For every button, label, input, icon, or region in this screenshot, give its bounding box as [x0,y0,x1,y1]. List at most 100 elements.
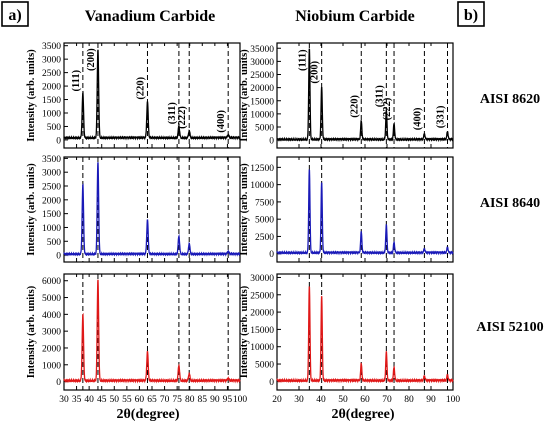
y-axis-label: Intensity (arb. units) [239,49,250,142]
panel-c0-r1: 0 500 1000 1500 2000 2500 3000 3500 Intensity (a… [26,155,241,263]
y-tick-label: 1500 [42,210,61,220]
y-axis-label: Intensity (arb. units) [26,285,37,378]
x-tick-label: 60 [135,395,145,405]
y-tick-label: 15000 [250,97,274,107]
panel-c0-r0: 0 500 1000 1500 2000 2500 3000 3500 Intensity (a… [26,42,241,149]
y-tick-label: 2000 [42,83,61,93]
x-axis-label-right: 2θ(degree) [331,407,394,422]
y-tick-label: 5000 [255,361,274,371]
x-tick-label: 80 [404,395,414,405]
y-tick-label: 25000 [250,291,274,301]
panel-c0-r2: 0 1000 2000 3000 4000 5000 6000 30 35 40 45 50 55 60 6… [26,273,248,405]
x-tick-label: 70 [160,395,170,405]
x-tick-label: 35 [72,395,82,405]
series-line [63,162,241,257]
y-tick-label: 500 [47,238,62,248]
x-axis-label-left: 2θ(degree) [116,407,179,422]
x-tick-label: 100 [233,395,248,405]
y-axis-label: Intensity (arb. units) [239,163,250,256]
x-tick-label: 85 [198,395,208,405]
series-line [276,48,454,143]
sample-label-8640: AISI 8640 [480,196,540,211]
y-tick-label: 3500 [42,42,61,52]
x-tick-label: 95 [223,395,233,405]
y-tick-label: 2500 [42,183,61,193]
y-tick-label: 0 [56,252,61,262]
x-tick-label: 60 [360,395,370,405]
column-title-niobium: Niobium Carbide [295,8,415,25]
y-tick-label: 7500 [255,198,274,208]
peak-label: (200) [310,60,321,83]
x-tick-label: 20 [272,395,282,405]
y-tick-label: 12500 [250,164,274,174]
y-axis-label: Intensity (arb. units) [26,49,37,142]
peak-label: (331) [436,105,447,128]
series-line [63,279,241,384]
y-tick-label: 35000 [250,45,274,55]
y-tick-label: 0 [269,378,274,388]
y-tick-label: 5000 [42,294,61,304]
x-tick-label: 65 [147,395,157,405]
x-tick-label: 50 [110,395,120,405]
y-tick-label: 25000 [250,71,274,81]
y-tick-label: 20000 [250,84,274,94]
x-tick-label: 50 [338,395,348,405]
peak-label: (400) [216,109,227,132]
y-tick-label: 0 [269,250,274,260]
panel-frame [276,273,454,391]
peak-label: (311) [374,85,385,108]
y-tick-label: 3000 [42,328,61,338]
y-tick-label: 20000 [250,309,274,319]
y-tick-label: 3000 [42,56,61,66]
series-line [276,169,454,256]
y-tick-label: 0 [269,137,274,147]
y-tick-label: 15000 [250,326,274,336]
panel-frame [63,273,241,391]
x-tick-label: 100 [446,395,461,405]
y-tick-label: 30000 [250,58,274,68]
sample-label-8620: AISI 8620 [480,92,540,107]
y-tick-label: 4000 [42,311,61,321]
y-tick-label: 2000 [42,196,61,206]
y-tick-label: 10000 [250,181,274,191]
y-tick-label: 2000 [42,344,61,354]
panel-c1-r2: 0 5000 10000 15000 20000 25000 30000 20 30 40 50 60… [239,273,461,405]
y-tick-label: 500 [47,123,62,133]
y-tick-label: 6000 [42,277,61,287]
x-tick-label: 40 [84,395,94,405]
peak-label: (111) [297,49,308,71]
x-tick-label: 90 [210,395,220,405]
peak-label: (222) [177,106,188,129]
y-tick-label: 5000 [255,124,274,134]
y-tick-label: 3500 [42,155,61,165]
y-tick-label: 2500 [42,69,61,79]
y-tick-label: 10000 [250,110,274,120]
x-tick-label: 55 [122,395,132,405]
x-tick-label: 70 [382,395,392,405]
panel-label-a: a) [1,1,29,27]
y-tick-label: 10000 [250,343,274,353]
y-tick-label: 0 [56,378,61,388]
y-tick-label: 1000 [42,224,61,234]
y-tick-label: 3000 [42,169,61,179]
y-tick-label: 1000 [42,361,61,371]
peak-label: (400) [412,107,423,130]
x-tick-label: 40 [316,395,326,405]
x-tick-label: 30 [294,395,304,405]
y-tick-label: 2500 [255,233,274,243]
series-line [276,286,454,384]
panel-frame [276,156,454,263]
y-tick-label: 30000 [250,274,274,284]
x-tick-label: 75 [172,395,182,405]
y-tick-label: 1000 [42,110,61,120]
panel-c1-r0: 0 5000 10000 15000 20000 25000 30000 35000Inten… [239,42,454,149]
x-tick-label: 80 [185,395,195,405]
peak-label: (111) [71,69,82,91]
panel-frame [63,156,241,263]
column-title-vanadium: Vanadium Carbide [85,8,216,25]
peak-label: (222) [382,97,393,120]
y-axis-label: Intensity (arb. units) [26,163,37,256]
